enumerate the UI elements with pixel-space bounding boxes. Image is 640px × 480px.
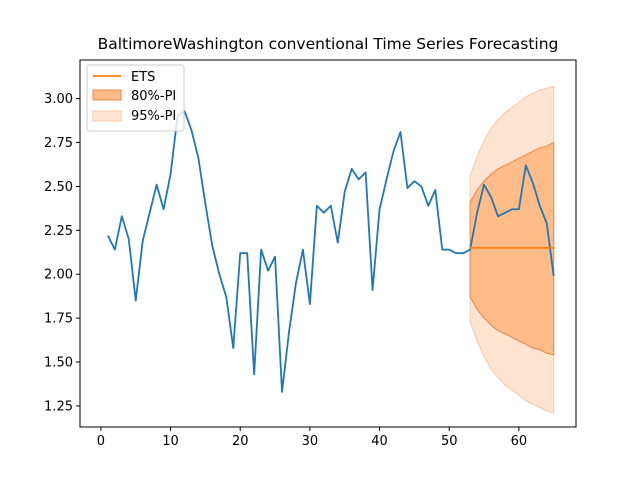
x-tick-label: 50 (441, 434, 458, 449)
y-tick-label: 3.00 (44, 92, 73, 107)
x-tick-label: 40 (371, 434, 388, 449)
legend-ets-label: ETS (131, 70, 155, 85)
plot-area (107, 85, 555, 414)
legend: ETS 80%-PI 95%-PI (86, 64, 185, 132)
legend-pi95-label: 95%-PI (131, 109, 176, 124)
chart-title: BaltimoreWashington conventional Time Se… (98, 35, 559, 53)
x-tick-label: 10 (162, 434, 179, 449)
legend-pi95-swatch (92, 110, 122, 122)
y-tick-label: 1.25 (44, 399, 73, 414)
x-tick-label: 20 (232, 434, 249, 449)
y-tick-label: 1.75 (44, 312, 73, 327)
y-tick-label: 2.25 (44, 224, 73, 239)
plot-frame (79, 59, 577, 428)
legend-pi80-label: 80%-PI (131, 89, 176, 104)
y-tick-label: 2.00 (44, 268, 73, 283)
y-tick-label: 2.50 (44, 180, 73, 195)
axes: 0 10 20 30 40 50 60 1.25 1.50 1.75 2.00 2.25 2.50 2.7… (44, 59, 577, 449)
x-tick-label: 60 (511, 434, 528, 449)
y-tick-label: 1.50 (44, 356, 73, 371)
y-tick-label: 2.75 (44, 136, 73, 151)
x-tick-label: 0 (97, 434, 105, 449)
legend-pi80-swatch (92, 89, 122, 101)
x-tick-label: 30 (302, 434, 319, 449)
